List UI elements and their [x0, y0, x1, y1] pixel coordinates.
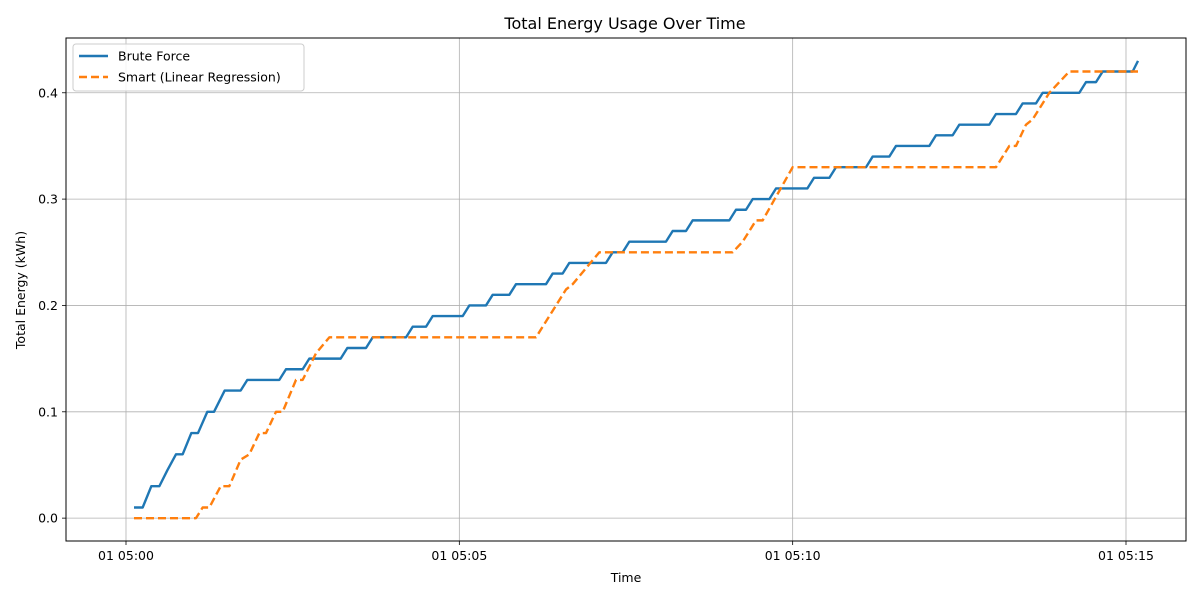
grid-lines	[66, 38, 1186, 541]
legend-box	[72, 43, 305, 92]
series-line-1	[134, 70, 1138, 520]
plot-frame	[65, 37, 1187, 542]
x-tick-label: 01 05:05	[431, 548, 487, 563]
x-tick-label: 01 05:15	[1098, 548, 1154, 563]
x-tick-label: 01 05:10	[765, 548, 821, 563]
y-tick-label: 0.3	[38, 192, 58, 207]
legend-label: Brute Force	[118, 49, 190, 64]
y-tick-label: 0.4	[38, 85, 58, 100]
x-axis-label: Time	[610, 570, 642, 585]
y-tick-label: 0.0	[38, 511, 58, 526]
y-axis-ticks: 0.0 0.1 0.2 0.3 0.4	[38, 85, 66, 526]
series-lines	[134, 60, 1140, 520]
chart-title: Total Energy Usage Over Time	[503, 14, 745, 33]
y-axis-label: Total Energy (kWh)	[13, 231, 28, 350]
x-tick-label: 01 05:00	[98, 548, 154, 563]
x-axis-ticks: 01 05:00 01 05:05 01 05:10 01 05:15	[98, 541, 1154, 563]
series-line-0	[134, 60, 1140, 509]
legend: Brute Force Smart (Linear Regression)	[72, 43, 305, 92]
legend-label: Smart (Linear Regression)	[118, 70, 281, 85]
y-tick-label: 0.1	[38, 404, 58, 419]
y-tick-label: 0.2	[38, 298, 58, 313]
